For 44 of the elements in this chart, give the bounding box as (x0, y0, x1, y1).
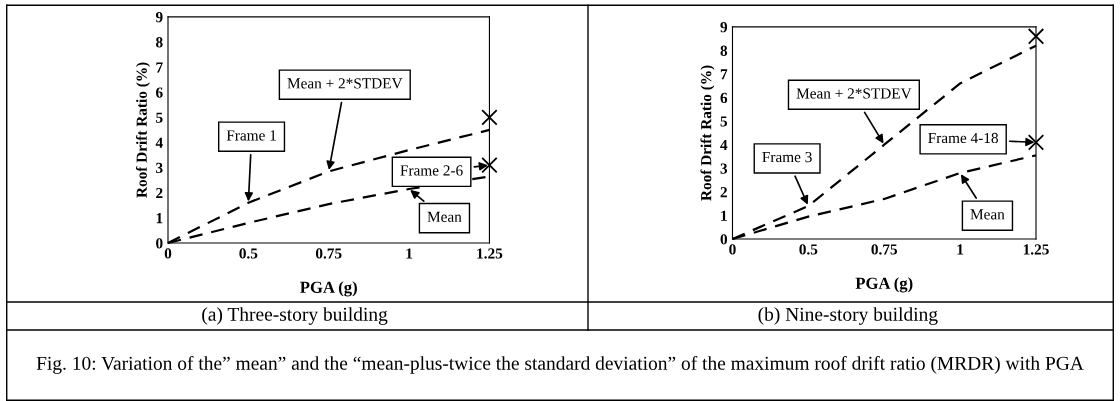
annotation: Frame 4-18 (928, 132, 998, 144)
x-tick-label: 1 (406, 248, 413, 259)
annotation: Mean + 2*STDEV (287, 78, 403, 89)
y-tick-label: 1 (721, 210, 727, 221)
text: (a) Three-story building (202, 307, 388, 325)
y-tick-label: 8 (720, 45, 728, 56)
x-tick-label: 0.75 (871, 244, 898, 255)
y-tick-label: 3 (156, 162, 163, 174)
caption: Fig. 10: Variation of the” mean” and the “mean-plus-twice the standard deviation” of the maximum roof drift ratio (MRDR) with PGA (36, 355, 1084, 374)
y-axis-title: Roof Drift Ratio (%) (700, 65, 715, 201)
annotation: Mean (427, 211, 462, 222)
x-tick-label: 0.5 (239, 248, 258, 259)
y-tick-label: 6 (156, 87, 163, 98)
y-tick-label: 4 (155, 137, 163, 148)
y-tick-label: 3 (720, 163, 728, 174)
annotation: Mean + 2*STDEV (796, 88, 912, 99)
x-axis-title: PGA (g) (855, 277, 913, 293)
y-tick-label: 9 (155, 12, 163, 23)
annotation: Frame 2-6 (400, 165, 463, 176)
y-tick-label: 5 (720, 116, 728, 127)
y-tick-label: 4 (720, 139, 728, 151)
y-tick-label: 0 (720, 234, 728, 245)
y-tick-label: 7 (156, 62, 163, 73)
x-tick-label: 1.25 (477, 248, 503, 259)
x-tick-label: 1 (957, 244, 964, 255)
y-tick-label: 9 (720, 22, 728, 33)
y-tick-label: 1 (156, 213, 163, 224)
annotation: Frame 3 (762, 151, 812, 163)
y-axis-title: Roof Drift Ratio (%) (135, 62, 150, 198)
x-tick-label: 1.25 (1023, 244, 1049, 255)
text: (b) Nine-story building (758, 307, 938, 325)
annotation: Mean (970, 209, 1005, 220)
x-tick-label: 0.75 (315, 248, 342, 259)
y-tick-label: 2 (720, 187, 727, 198)
x-tick-label: 0 (164, 248, 172, 259)
y-tick-label: 7 (720, 69, 728, 80)
x-tick-label: 0 (729, 244, 736, 255)
annotation: Frame 1 (226, 130, 276, 141)
y-tick-label: 8 (156, 37, 163, 48)
y-tick-label: 5 (156, 112, 163, 123)
y-tick-label: 6 (720, 92, 728, 104)
x-tick-label: 0.5 (799, 244, 818, 255)
x-axis-title: PGA (g) (300, 281, 357, 297)
y-tick-label: 2 (156, 187, 163, 199)
